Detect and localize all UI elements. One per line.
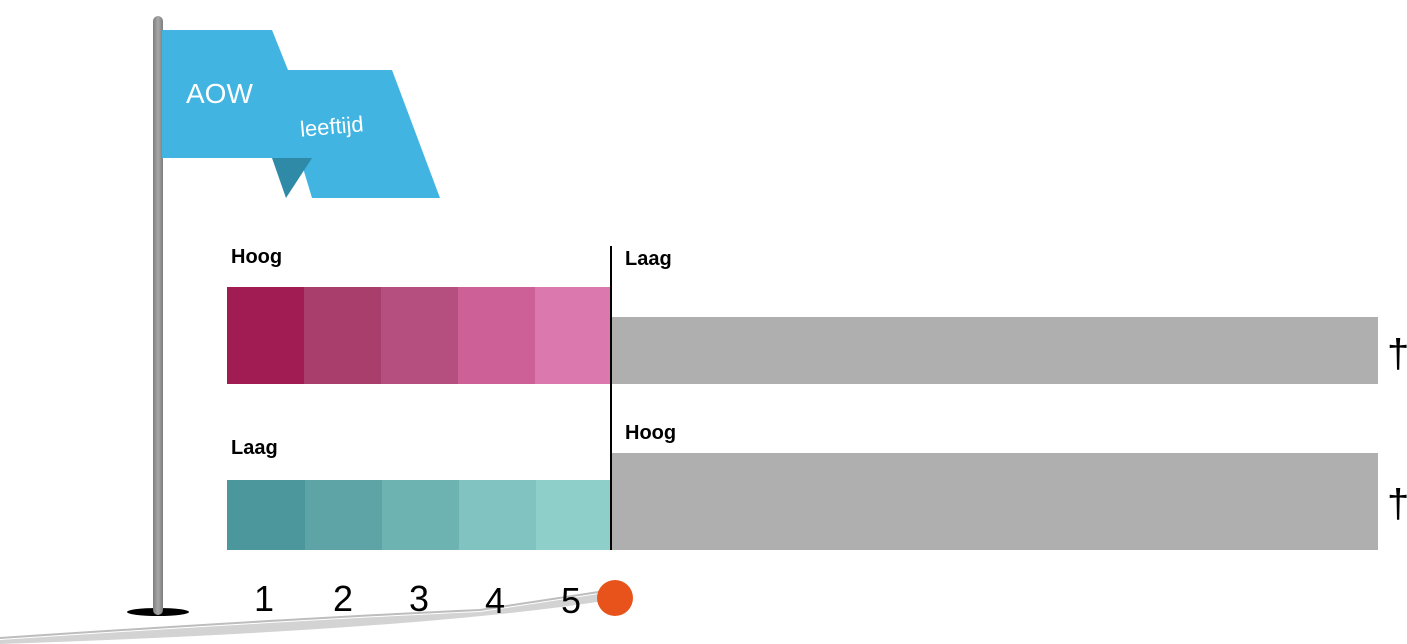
ground-arc [0,587,626,644]
flag-subtitle: leeftijd [298,111,365,142]
top-bar-segment-1 [227,287,304,384]
top-bar-segment-5 [535,287,612,384]
bottom-bar-death-symbol: † [1387,482,1407,527]
bottom-bar-segment-1 [227,480,305,550]
scale-number-3: 3 [409,578,430,619]
top-bar-tail [612,317,1378,384]
top-bar-right-label: Laag [625,248,672,270]
scale-number-5: 5 [561,580,582,621]
bottom-bar-right-label: Hoog [625,422,677,444]
bottom-bar-segment-2 [305,480,382,550]
top-bar-segment-2 [304,287,381,384]
bottom-bar-segment-5 [536,480,612,550]
flag-pole [153,16,163,615]
scale-number-2: 2 [333,578,354,619]
top-bar-death-symbol: † [1387,332,1407,377]
bottom-bar-left-label: Laag [231,437,278,459]
scale-number-1: 1 [254,578,275,619]
bottom-bar-segment-3 [382,480,459,550]
flag-title: AOW [186,78,253,109]
bottom-bar-segment-4 [459,480,536,550]
flag-front-panel [162,30,300,158]
top-bar-segment-4 [458,287,535,384]
bottom-bar-tail [612,453,1378,550]
retirement-divider [610,246,612,550]
current-position-marker [597,580,633,616]
flag-back-panel [272,70,440,198]
top-bar-segment-3 [381,287,458,384]
flag-fold-shadow [272,158,312,198]
top-bar-left-label: Hoog [231,246,283,268]
aow-flag [162,30,440,198]
scale-number-4: 4 [485,580,506,621]
